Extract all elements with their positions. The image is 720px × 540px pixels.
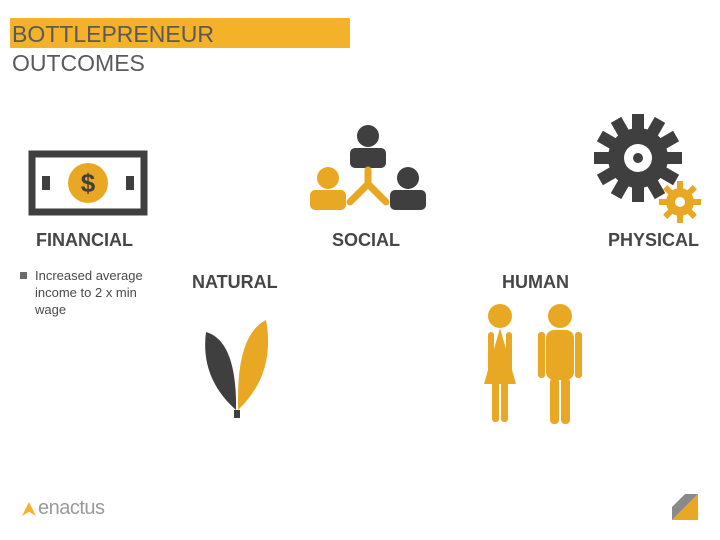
leaf-icon — [192, 300, 282, 420]
human-label: HUMAN — [502, 272, 569, 293]
slide-title: BOTTLEPRENEUR OUTCOMES — [10, 18, 350, 80]
bullet-square-icon — [20, 272, 27, 279]
physical-label: PHYSICAL — [608, 230, 699, 251]
title-line1: BOTTLEPRENEUR — [12, 21, 214, 47]
humans-icon — [466, 300, 596, 440]
logo-mark-icon — [22, 502, 36, 516]
svg-text:$: $ — [81, 168, 96, 198]
natural-label: NATURAL — [192, 272, 278, 293]
financial-bullet: Increased average income to 2 x min wage — [20, 268, 170, 319]
title-line2: OUTCOMES — [12, 50, 145, 76]
logo-text: enactus — [38, 497, 105, 520]
social-label: SOCIAL — [332, 230, 400, 251]
money-icon: $ — [28, 150, 148, 216]
gears-icon — [588, 112, 706, 230]
financial-label: FINANCIAL — [36, 230, 133, 251]
title-text: BOTTLEPRENEUR OUTCOMES — [10, 20, 214, 78]
bullet-text: Increased average income to 2 x min wage — [35, 268, 170, 319]
corner-mark-icon — [672, 494, 698, 520]
people-icon — [298, 122, 438, 222]
enactus-logo: enactus — [22, 497, 105, 520]
